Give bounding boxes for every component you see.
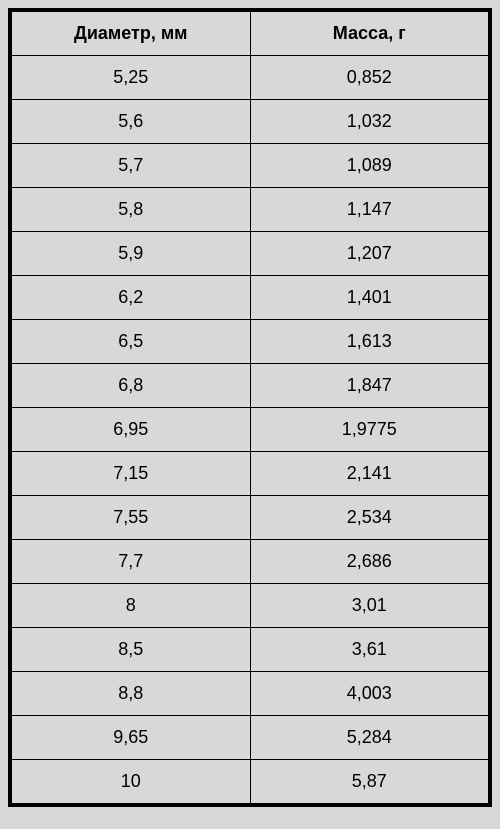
cell-diameter: 5,9: [12, 232, 251, 276]
data-table-container: Диаметр, мм Масса, г 5,25 0,852 5,6 1,03…: [8, 8, 492, 807]
table-row: 6,5 1,613: [12, 320, 489, 364]
cell-diameter: 5,25: [12, 56, 251, 100]
cell-diameter: 10: [12, 760, 251, 804]
cell-diameter: 7,55: [12, 496, 251, 540]
cell-mass: 3,01: [250, 584, 489, 628]
table-row: 8,5 3,61: [12, 628, 489, 672]
table-row: 7,55 2,534: [12, 496, 489, 540]
diameter-mass-table: Диаметр, мм Масса, г 5,25 0,852 5,6 1,03…: [11, 11, 489, 804]
table-row: 5,8 1,147: [12, 188, 489, 232]
cell-diameter: 6,8: [12, 364, 251, 408]
cell-mass: 0,852: [250, 56, 489, 100]
cell-mass: 5,284: [250, 716, 489, 760]
cell-diameter: 8: [12, 584, 251, 628]
cell-diameter: 5,6: [12, 100, 251, 144]
cell-diameter: 5,7: [12, 144, 251, 188]
table-row: 5,6 1,032: [12, 100, 489, 144]
table-row: 9,65 5,284: [12, 716, 489, 760]
cell-diameter: 9,65: [12, 716, 251, 760]
table-header-row: Диаметр, мм Масса, г: [12, 12, 489, 56]
table-row: 7,15 2,141: [12, 452, 489, 496]
cell-mass: 1,147: [250, 188, 489, 232]
table-row: 5,7 1,089: [12, 144, 489, 188]
cell-mass: 1,613: [250, 320, 489, 364]
table-row: 6,95 1,9775: [12, 408, 489, 452]
cell-mass: 2,686: [250, 540, 489, 584]
cell-mass: 4,003: [250, 672, 489, 716]
column-header-mass: Масса, г: [250, 12, 489, 56]
cell-mass: 1,032: [250, 100, 489, 144]
cell-diameter: 8,8: [12, 672, 251, 716]
table-row: 7,7 2,686: [12, 540, 489, 584]
table-row: 8 3,01: [12, 584, 489, 628]
cell-diameter: 7,15: [12, 452, 251, 496]
cell-mass: 3,61: [250, 628, 489, 672]
table-body: 5,25 0,852 5,6 1,032 5,7 1,089 5,8 1,147…: [12, 56, 489, 804]
table-row: 6,8 1,847: [12, 364, 489, 408]
cell-mass: 1,9775: [250, 408, 489, 452]
cell-mass: 1,089: [250, 144, 489, 188]
table-row: 8,8 4,003: [12, 672, 489, 716]
column-header-diameter: Диаметр, мм: [12, 12, 251, 56]
cell-mass: 1,847: [250, 364, 489, 408]
cell-mass: 1,401: [250, 276, 489, 320]
cell-diameter: 6,5: [12, 320, 251, 364]
cell-mass: 1,207: [250, 232, 489, 276]
cell-diameter: 5,8: [12, 188, 251, 232]
table-row: 6,2 1,401: [12, 276, 489, 320]
table-row: 10 5,87: [12, 760, 489, 804]
table-row: 5,9 1,207: [12, 232, 489, 276]
cell-diameter: 6,2: [12, 276, 251, 320]
table-header: Диаметр, мм Масса, г: [12, 12, 489, 56]
table-row: 5,25 0,852: [12, 56, 489, 100]
cell-diameter: 8,5: [12, 628, 251, 672]
cell-mass: 2,534: [250, 496, 489, 540]
cell-mass: 2,141: [250, 452, 489, 496]
cell-mass: 5,87: [250, 760, 489, 804]
cell-diameter: 6,95: [12, 408, 251, 452]
cell-diameter: 7,7: [12, 540, 251, 584]
